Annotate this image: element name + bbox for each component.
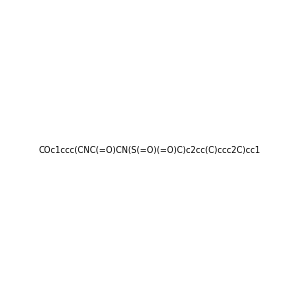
Text: COc1ccc(CNC(=O)CN(S(=O)(=O)C)c2cc(C)ccc2C)cc1: COc1ccc(CNC(=O)CN(S(=O)(=O)C)c2cc(C)ccc2… [39,146,261,154]
